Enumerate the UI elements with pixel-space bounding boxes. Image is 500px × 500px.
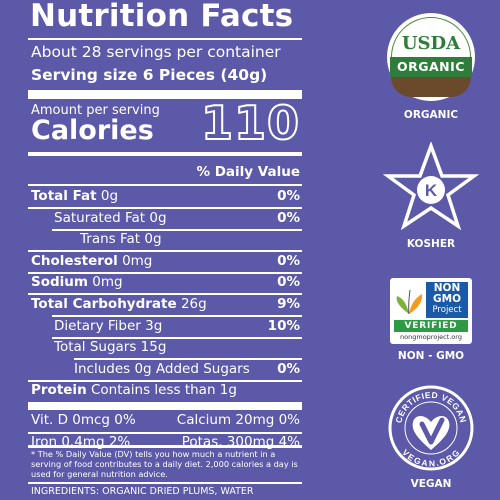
nutrient-dv: 0% xyxy=(277,274,300,290)
nutrient-row: Total Sugars 15g xyxy=(28,336,302,358)
butterfly-icon xyxy=(396,289,423,315)
nutrient-dv: 0% xyxy=(277,210,300,226)
nutrient-name: Sodium 0mg xyxy=(31,274,123,290)
svg-text:VEGAN.ORG: VEGAN.ORG xyxy=(400,447,462,468)
nutrient-row: Total Fat 0g 0% xyxy=(28,185,302,207)
nutrient-name: Protein Contains less than 1g xyxy=(31,382,237,398)
nutrient-dv: 9% xyxy=(277,296,300,312)
verified-band: VERIFIED xyxy=(394,320,468,332)
calories-label: Calories xyxy=(31,115,154,146)
divider-medium xyxy=(28,445,302,448)
kosher-letter: K xyxy=(425,181,438,200)
divider xyxy=(28,272,302,274)
usda-organic-seal-icon: USDA ORGANIC xyxy=(387,13,475,101)
nutrient-name: Dietary Fiber 3g xyxy=(54,318,163,334)
usda-text: USDA xyxy=(401,33,461,54)
non-gmo-label: NON - GMO xyxy=(397,350,465,362)
kosher-label: KOSHER xyxy=(406,238,456,250)
vegan-label: VEGAN xyxy=(410,478,452,490)
nutrient-dv: 10% xyxy=(267,318,300,334)
non-gmo-verified-icon: NON GMO Project VERIFIED nongmoproject.o… xyxy=(390,278,472,344)
nutrient-row: Cholesterol 0mg 0% xyxy=(28,250,302,272)
daily-value-header: % Daily Value xyxy=(196,164,300,180)
non-gmo-block xyxy=(426,282,468,318)
divider xyxy=(74,358,302,360)
divider xyxy=(52,337,302,339)
nutrient-dv: 0% xyxy=(277,253,300,269)
divider xyxy=(52,315,302,317)
amount-per-serving: Amount per serving xyxy=(31,103,160,118)
servings-per-container: About 28 servings per container xyxy=(31,43,281,61)
divider-thick xyxy=(28,402,302,410)
divider xyxy=(28,432,302,434)
divider xyxy=(28,482,302,484)
nutrient-name: Trans Fat 0g xyxy=(80,231,162,247)
calcium: Calcium 20mg 0% xyxy=(176,412,300,428)
kosher-star-icon: K xyxy=(383,142,479,231)
divider xyxy=(28,207,302,209)
calories-value: 110 xyxy=(200,96,300,150)
divider xyxy=(28,38,302,40)
nutrient-name: Total Carbohydrate 26g xyxy=(31,296,207,312)
divider xyxy=(28,184,302,186)
divider xyxy=(28,293,302,295)
gmo-text: GMO xyxy=(433,293,461,305)
daily-value-footnote: * The % Daily Value (DV) tells you how m… xyxy=(31,449,298,479)
divider-thick xyxy=(28,90,302,99)
vegan-ring-bottom: VEGAN.ORG xyxy=(400,447,461,468)
panel-title: Nutrition Facts xyxy=(30,0,294,34)
divider xyxy=(28,380,302,382)
serving-size: Serving size 6 Pieces (40g) xyxy=(31,66,268,84)
ingredients: INGREDIENTS: ORGANIC DRIED PLUMS, WATER xyxy=(31,486,254,497)
divider xyxy=(52,229,302,231)
nutrient-row: Total Carbohydrate 26g 9% xyxy=(28,293,302,315)
nutrient-row: Sodium 0mg 0% xyxy=(28,271,302,293)
nutrient-row: Dietary Fiber 3g 10% xyxy=(28,315,302,337)
organic-label: ORGANIC xyxy=(403,109,459,121)
nutrient-dv: 0% xyxy=(277,188,300,204)
nutrient-row: Includes 0g Added Sugars 0% xyxy=(28,358,302,380)
nutrient-name: Total Fat 0g xyxy=(31,188,119,204)
project-text: Project xyxy=(432,305,462,315)
divider xyxy=(28,250,302,252)
nutrient-row: Protein Contains less than 1g xyxy=(28,379,302,401)
organic-band: ORGANIC xyxy=(390,57,472,77)
nutrient-name: Total Sugars 15g xyxy=(54,339,167,355)
vitamin-d: Vit. D 0mcg 0% xyxy=(31,412,136,428)
nutrient-row: Saturated Fat 0g 0% xyxy=(28,207,302,229)
nutrient-row: Trans Fat 0g xyxy=(28,228,302,250)
seal-bottom xyxy=(391,77,471,97)
divider-medium xyxy=(28,152,302,156)
nutrient-name: Cholesterol 0mg xyxy=(31,253,153,269)
nutrition-facts-panel: Nutrition Facts About 28 servings per co… xyxy=(28,0,302,500)
nutrient-name: Includes 0g Added Sugars xyxy=(74,361,250,377)
non-gmo-url: nongmoproject.org xyxy=(400,333,462,341)
non-text: NON xyxy=(433,282,461,294)
nutrient-dv: 0% xyxy=(277,361,300,377)
certified-vegan-icon: CERTIFIED VEGAN VEGAN.ORG xyxy=(388,385,474,471)
nutrient-name: Saturated Fat 0g xyxy=(54,210,167,226)
